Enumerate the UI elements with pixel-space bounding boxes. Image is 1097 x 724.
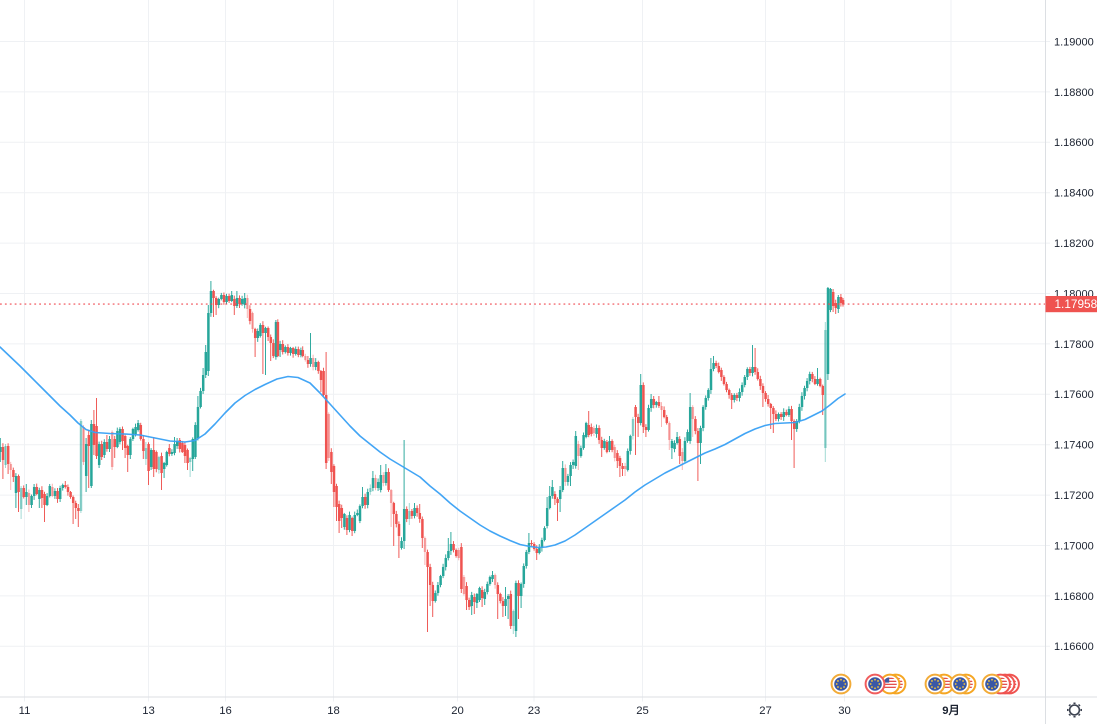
svg-text:1.17400: 1.17400 (1054, 440, 1094, 452)
svg-text:13: 13 (142, 705, 155, 717)
svg-text:1.17200: 1.17200 (1054, 490, 1094, 502)
svg-text:27: 27 (759, 705, 772, 717)
svg-text:1.18600: 1.18600 (1054, 137, 1094, 149)
svg-text:9月: 9月 (942, 704, 960, 717)
svg-text:1.18800: 1.18800 (1054, 87, 1094, 99)
svg-text:30: 30 (838, 705, 851, 717)
svg-text:18: 18 (327, 705, 340, 717)
svg-text:25: 25 (636, 705, 649, 717)
svg-text:16: 16 (219, 705, 232, 717)
svg-text:1.17600: 1.17600 (1054, 389, 1094, 401)
svg-text:1.16600: 1.16600 (1054, 641, 1094, 653)
svg-text:1.16800: 1.16800 (1054, 591, 1094, 603)
svg-text:1.18400: 1.18400 (1054, 188, 1094, 200)
svg-text:1.18200: 1.18200 (1054, 238, 1094, 250)
svg-text:11: 11 (19, 705, 31, 717)
svg-text:1.17800: 1.17800 (1054, 339, 1094, 351)
svg-text:20: 20 (451, 705, 464, 717)
svg-text:1.19000: 1.19000 (1054, 36, 1094, 48)
svg-text:1.17958: 1.17958 (1055, 297, 1097, 311)
svg-text:1.17000: 1.17000 (1054, 540, 1094, 552)
svg-text:23: 23 (528, 705, 541, 717)
